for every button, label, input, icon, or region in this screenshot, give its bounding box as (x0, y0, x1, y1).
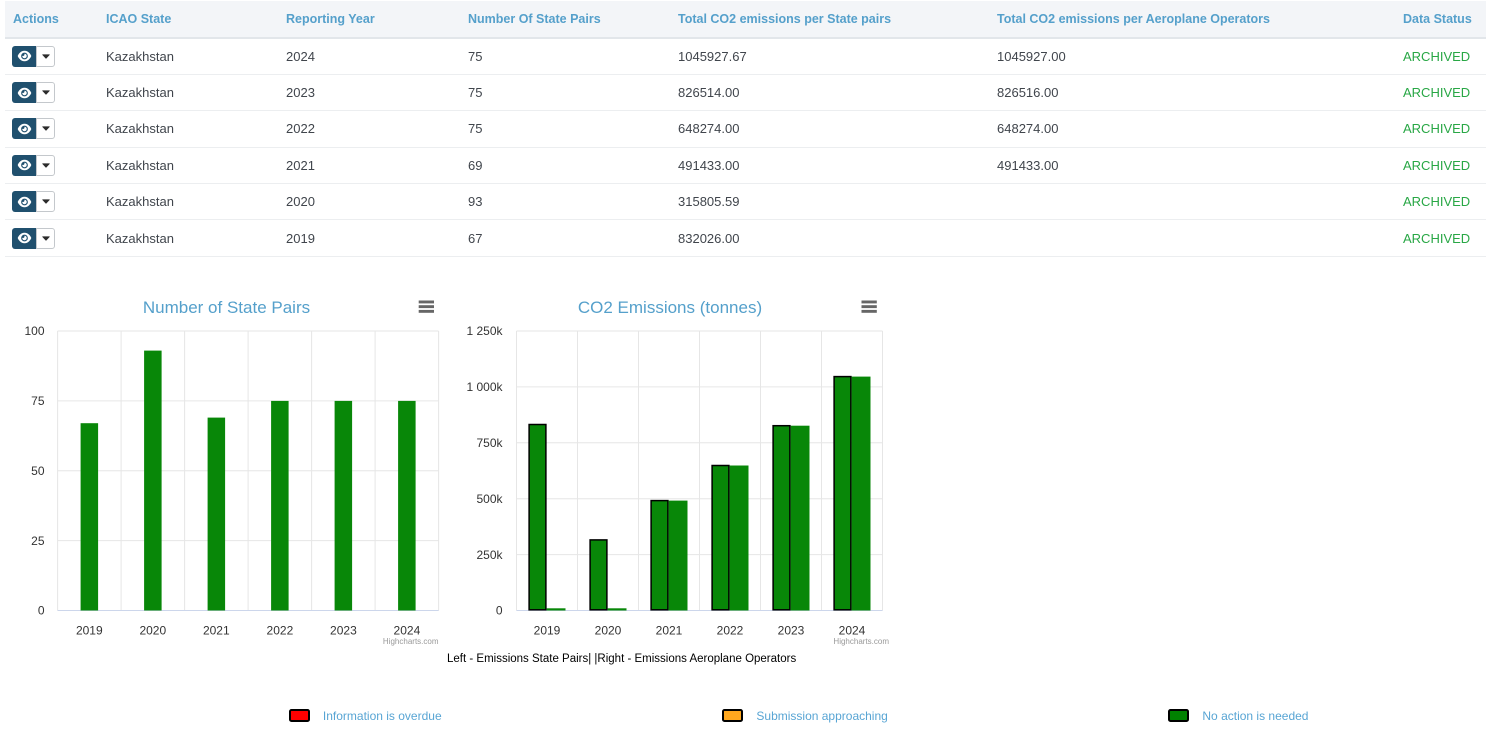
svg-text:Number of State Pairs: Number of State Pairs (143, 298, 310, 317)
svg-text:2023: 2023 (330, 624, 357, 638)
svg-text:1 000k: 1 000k (466, 380, 503, 394)
svg-text:1 250k: 1 250k (466, 324, 503, 338)
svg-text:750k: 750k (476, 436, 503, 450)
svg-text:100: 100 (24, 324, 44, 338)
svg-text:25: 25 (31, 534, 45, 548)
svg-text:2023: 2023 (778, 624, 805, 638)
svg-text:2019: 2019 (534, 624, 561, 638)
svg-text:50: 50 (31, 464, 45, 478)
svg-text:2022: 2022 (267, 624, 294, 638)
svg-text:2019: 2019 (76, 624, 103, 638)
svg-text:2021: 2021 (656, 624, 683, 638)
svg-text:2022: 2022 (717, 624, 744, 638)
svg-text:0: 0 (38, 604, 45, 618)
svg-text:0: 0 (496, 604, 503, 618)
svg-text:75: 75 (31, 394, 45, 408)
svg-text:Left - Emissions State Pairs|: Left - Emissions State Pairs| |Right - E… (447, 653, 796, 665)
svg-text:Highcharts.com: Highcharts.com (833, 637, 889, 646)
svg-text:2020: 2020 (139, 624, 166, 638)
svg-text:2021: 2021 (203, 624, 230, 638)
svg-text:2024: 2024 (394, 624, 421, 638)
svg-text:CO2 Emissions (tonnes): CO2 Emissions (tonnes) (578, 298, 762, 317)
svg-text:2024: 2024 (839, 624, 866, 638)
svg-text:2020: 2020 (595, 624, 622, 638)
svg-text:500k: 500k (476, 492, 503, 506)
svg-text:Highcharts.com: Highcharts.com (383, 637, 439, 646)
svg-text:250k: 250k (476, 548, 503, 562)
